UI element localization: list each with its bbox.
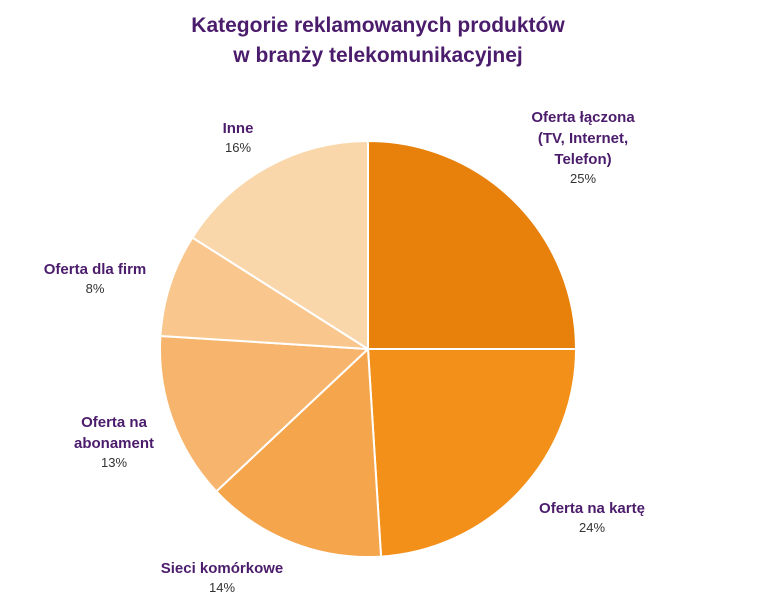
pie-slices bbox=[159, 139, 578, 558]
slice-value-label: 8% bbox=[86, 281, 105, 296]
slice-label: Oferta łączona bbox=[531, 109, 635, 126]
pie-slice bbox=[214, 346, 383, 558]
slice-value-label: 16% bbox=[225, 140, 251, 155]
slice-label: Sieci komórkowe bbox=[161, 560, 284, 577]
slice-label: Oferta na bbox=[81, 414, 148, 431]
chart-title: Kategorie reklamowanych produktów w branż… bbox=[191, 14, 565, 67]
slice-value-label: 13% bbox=[101, 455, 127, 470]
slice-labels: Oferta łączona (TV, Internet, Telefon) 25% O… bbox=[44, 109, 645, 595]
pie-slice bbox=[159, 236, 369, 350]
pie-slice bbox=[367, 139, 578, 350]
chart-title-line: Kategorie reklamowanych produktów bbox=[191, 14, 565, 37]
slice-value-label: 25% bbox=[570, 171, 596, 186]
pie-slice bbox=[159, 334, 371, 493]
slice-label: abonament bbox=[74, 435, 154, 452]
slice-label: (TV, Internet, bbox=[538, 130, 628, 147]
slice-label: Oferta na kartę bbox=[539, 500, 645, 517]
slice-label: Telefon) bbox=[554, 151, 611, 168]
slice-label: Inne bbox=[223, 120, 254, 137]
chart-title-line: w branży telekomunikacyjnej bbox=[232, 44, 522, 67]
pie-slice bbox=[190, 139, 369, 351]
slice-label: Oferta dla firm bbox=[44, 261, 147, 278]
pie-slice bbox=[366, 348, 578, 558]
slice-value-label: 24% bbox=[579, 520, 605, 535]
slice-value-label: 14% bbox=[209, 580, 235, 595]
